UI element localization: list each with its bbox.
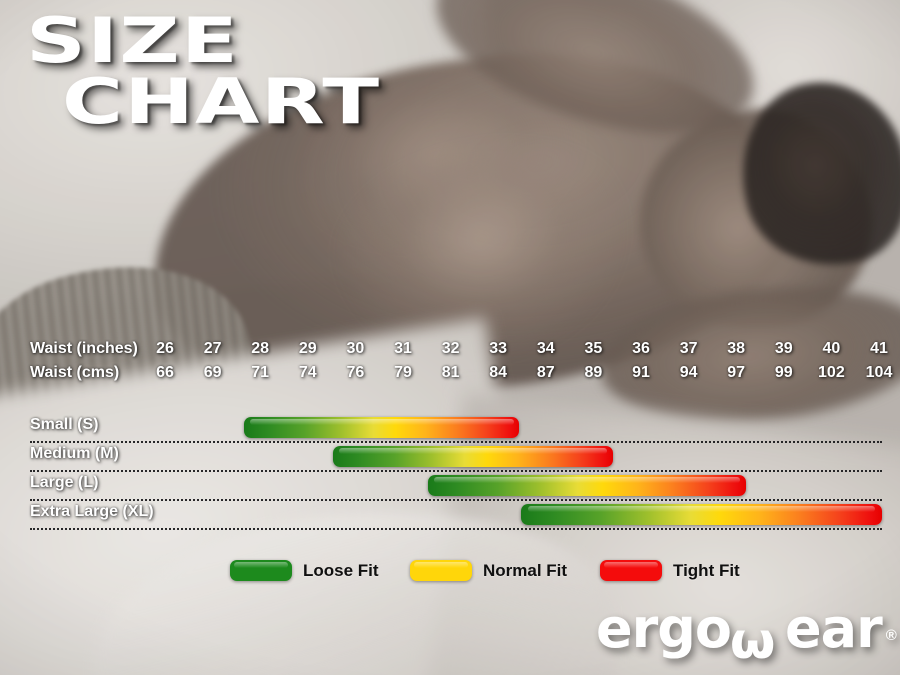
measurement-value: 27 xyxy=(203,340,222,357)
legend-label: Normal Fit xyxy=(483,560,568,580)
measurement-value: 87 xyxy=(536,364,555,381)
measurement-value: 76 xyxy=(346,364,365,381)
row-divider xyxy=(30,528,882,530)
measurement-value: 31 xyxy=(394,340,412,357)
measurement-value: 69 xyxy=(203,364,222,381)
measurement-values: 26 27 28 29 30 31 32 33 34 35 36 37 38 39 40 41 xyxy=(155,340,895,364)
size-fit-bar xyxy=(521,504,882,525)
measurement-value: 81 xyxy=(441,364,460,381)
title-line-2: CHART xyxy=(62,65,381,139)
size-row: Extra Large (XL) xyxy=(0,501,900,530)
measurement-value: 26 xyxy=(156,340,174,357)
measurement-row-label: Waist (inches) xyxy=(30,340,138,357)
measurement-value: 30 xyxy=(346,340,365,357)
measurement-value: 99 xyxy=(774,364,793,381)
measurement-value: 41 xyxy=(870,340,888,357)
measurement-value: 89 xyxy=(584,364,603,381)
size-fit-bar xyxy=(428,475,746,496)
measurement-value: 74 xyxy=(298,364,317,381)
row-divider xyxy=(30,470,882,472)
measurement-value: 104 xyxy=(865,364,893,381)
size-fit-bar xyxy=(244,417,519,438)
size-fit-bar xyxy=(333,446,613,467)
logo-text-part2: ear xyxy=(785,597,883,660)
legend-item: Loose Fit xyxy=(230,560,379,581)
measurement-value: 97 xyxy=(727,364,746,381)
measurement-value: 38 xyxy=(727,340,746,357)
measurement-table: Waist (inches) 26 27 28 29 30 31 32 33 34 35 36 37 38… xyxy=(0,340,900,388)
measurement-value: 36 xyxy=(632,340,650,357)
measurement-value: 32 xyxy=(441,340,460,357)
measurement-row: Waist (inches) 26 27 28 29 30 31 32 33 34 35 36 37 38… xyxy=(0,340,900,364)
logo-text-part1: ergo xyxy=(596,597,732,660)
size-row-label: Small (S) xyxy=(30,416,99,433)
legend-label: Loose Fit xyxy=(303,560,379,580)
measurement-value: 39 xyxy=(774,340,793,357)
registered-trademark-icon: ® xyxy=(885,627,897,644)
measurement-value: 33 xyxy=(489,340,508,357)
measurement-value: 35 xyxy=(584,340,603,357)
measurement-value: 102 xyxy=(818,364,845,381)
measurement-value: 29 xyxy=(298,340,317,357)
measurement-value: 91 xyxy=(632,364,650,381)
size-row: Large (L) xyxy=(0,472,900,501)
measurement-row-label: Waist (cms) xyxy=(30,364,120,381)
size-row-label: Large (L) xyxy=(30,474,99,491)
measurement-value: 94 xyxy=(679,364,698,381)
legend-color-swatch xyxy=(410,560,472,581)
row-divider xyxy=(30,441,882,443)
measurement-values: 66 69 71 74 76 79 81 84 87 89 91 94 97 99 102 104 xyxy=(155,364,895,388)
measurement-row: Waist (cms) 66 69 71 74 76 79 81 84 87 89 91 94 97 99 1… xyxy=(0,364,900,388)
title-line-1: SIZE xyxy=(26,4,240,77)
measurement-value: 40 xyxy=(822,340,841,357)
measurement-value: 71 xyxy=(251,364,270,381)
measurement-value: 28 xyxy=(251,340,270,357)
legend-item: Tight Fit xyxy=(600,560,740,581)
fit-legend: Loose Fit Normal Fit Tight Fit xyxy=(0,560,900,590)
logo-omega-w-icon: ω xyxy=(730,602,785,666)
logo-omega-glyph: ω xyxy=(729,612,776,670)
measurement-value: 79 xyxy=(394,364,412,381)
legend-label: Tight Fit xyxy=(673,560,740,580)
size-rows: Small (S) Medium (M) Large (L) Extra Large … xyxy=(0,414,900,530)
size-row: Small (S) xyxy=(0,414,900,443)
legend-item: Normal Fit xyxy=(410,560,567,581)
measurement-value: 37 xyxy=(679,340,698,357)
size-row: Medium (M) xyxy=(0,443,900,472)
measurement-value: 34 xyxy=(536,340,555,357)
size-row-label: Extra Large (XL) xyxy=(30,503,154,520)
legend-color-swatch xyxy=(600,560,662,581)
page-title: SIZE CHART xyxy=(26,9,379,132)
ergowear-logo: ergo ω ear ® xyxy=(596,597,897,667)
measurement-value: 84 xyxy=(489,364,508,381)
row-divider xyxy=(30,499,882,501)
measurement-value: 66 xyxy=(156,364,174,381)
legend-color-swatch xyxy=(230,560,292,581)
size-row-label: Medium (M) xyxy=(30,445,119,462)
